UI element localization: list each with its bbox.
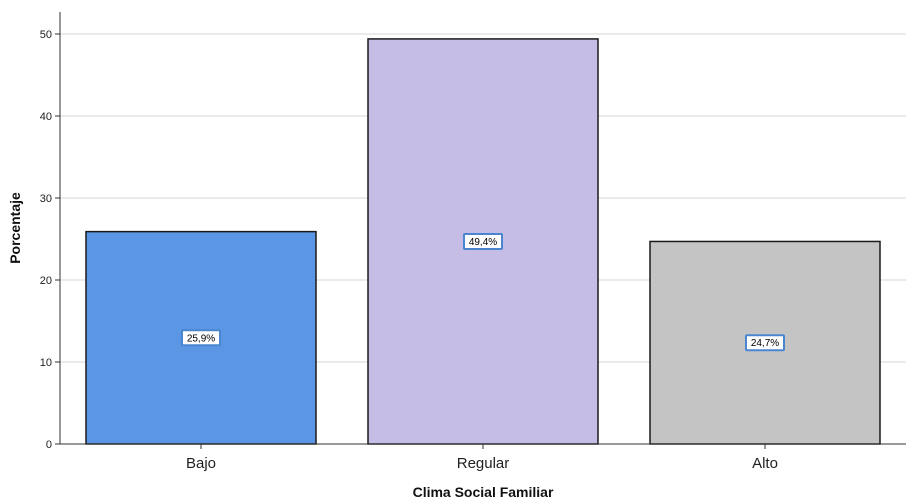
data-label-box <box>463 232 503 250</box>
y-tick-label: 40 <box>40 111 52 123</box>
x-axis-title: Clima Social Familiar <box>413 484 554 500</box>
data-label-box <box>181 329 221 347</box>
bar-alto: 24,7% <box>649 240 881 445</box>
y-tick-label: 0 <box>46 439 52 451</box>
y-tick-label: 50 <box>40 29 52 41</box>
data-label: 24,7% <box>751 338 779 349</box>
y-tick-label: 30 <box>40 193 52 205</box>
data-label-box <box>745 334 785 352</box>
x-tick-label: Bajo <box>186 455 216 472</box>
bar-bajo: 25,9% <box>85 230 317 445</box>
bars: 25,9% 49,4% 24,7% <box>85 38 881 445</box>
y-tick-label: 20 <box>40 275 52 287</box>
x-tick-label: Regular <box>457 455 510 472</box>
y-axis-title: Porcentaje <box>7 192 23 264</box>
data-label: 25,9% <box>187 333 215 344</box>
bar-regular: 49,4% <box>367 38 599 445</box>
y-tick-label: 10 <box>40 357 52 369</box>
y-axis-ticks: 0 10 20 30 40 50 <box>40 29 60 451</box>
x-tick-label: Alto <box>752 455 778 472</box>
data-label: 49,4% <box>469 237 497 248</box>
x-axis-ticks: Bajo Regular Alto <box>186 444 778 472</box>
